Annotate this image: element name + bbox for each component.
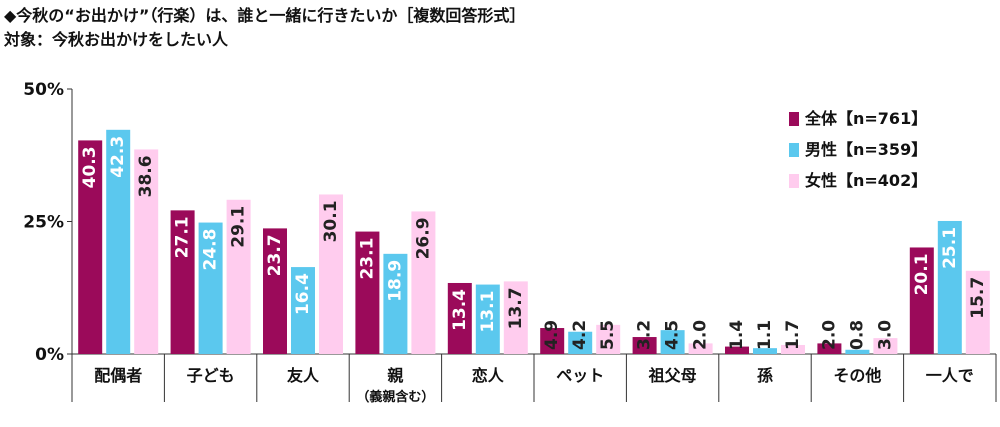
data-label: 42.3 [108, 136, 128, 178]
legend-swatch-male [789, 142, 799, 157]
bar [632, 337, 657, 354]
data-label: 23.1 [357, 238, 377, 280]
data-label: 4.2 [570, 320, 590, 350]
bar [909, 247, 934, 354]
legend-item-male: 男性【n=359】 [789, 134, 927, 165]
bar [817, 343, 842, 354]
bar [475, 284, 500, 354]
x-tick-sublabel: （義親含む） [356, 389, 434, 405]
bar [725, 346, 749, 354]
bar [263, 228, 287, 354]
bar [688, 343, 713, 354]
data-label: 5.5 [598, 320, 618, 350]
bar [660, 330, 685, 354]
data-label: 4.5 [663, 320, 683, 350]
bar [845, 349, 870, 354]
x-tick-label: 子ども [187, 366, 235, 385]
data-label: 4.9 [542, 320, 562, 350]
bar [965, 270, 990, 354]
bar [540, 328, 565, 354]
legend-swatch-all [789, 111, 799, 126]
bar [568, 331, 593, 354]
data-label: 25.1 [940, 227, 960, 269]
bar [78, 140, 103, 354]
bar [781, 344, 805, 354]
data-label: 13.4 [450, 289, 470, 331]
data-label: 29.1 [229, 206, 249, 248]
data-label: 30.1 [321, 200, 341, 242]
data-label: 24.8 [201, 229, 221, 271]
bar [355, 231, 380, 354]
y-tick-label: 25% [23, 213, 64, 233]
bar [106, 129, 131, 354]
data-label: 1.1 [755, 320, 775, 350]
bar [291, 267, 315, 354]
data-label: 40.3 [80, 146, 100, 188]
data-label: 1.7 [783, 320, 803, 350]
data-label: 38.6 [136, 155, 156, 197]
legend-item-all: 全体【n=761】 [789, 103, 927, 134]
legend-swatch-female [789, 173, 799, 188]
x-tick-label: 孫 [757, 366, 773, 385]
x-tick-label: 友人 [287, 366, 320, 385]
data-label: 2.0 [819, 320, 839, 350]
x-tick-label: その他 [833, 366, 881, 385]
data-label: 2.0 [691, 320, 711, 350]
x-tick-label: 祖父母 [648, 366, 697, 385]
bar [198, 222, 223, 354]
chart-title: ◆今秋の“お出かけ”（行楽）は、誰と一緒に行きたいか［複数回答形式］ [4, 6, 526, 25]
data-label: 0.8 [847, 320, 867, 350]
x-tick-label: 恋人 [472, 366, 505, 385]
x-tick-label: 一人で [926, 366, 974, 385]
data-label: 27.1 [173, 216, 193, 258]
bar [134, 149, 159, 354]
data-label: 13.1 [478, 291, 498, 333]
legend: 全体【n=761】 男性【n=359】 女性【n=402】 [789, 103, 927, 196]
x-tick-label: ペット [556, 366, 604, 385]
chart-subtitle: 対象：今秋お出かけをしたい人 [4, 30, 229, 49]
data-label: 15.7 [968, 277, 988, 319]
data-label: 26.9 [413, 217, 433, 259]
bar [753, 348, 777, 354]
legend-label-all: 全体【n=761】 [805, 109, 928, 128]
x-tick-label: 配偶者 [94, 366, 142, 385]
bar [503, 281, 528, 354]
bar [383, 253, 408, 354]
bar [319, 194, 343, 354]
bar [447, 282, 472, 354]
legend-label-male: 男性【n=359】 [805, 140, 928, 159]
data-label: 16.4 [293, 273, 313, 315]
bar [937, 220, 962, 354]
data-label: 18.9 [385, 260, 405, 302]
legend-label-female: 女性【n=402】 [805, 171, 928, 190]
bar [873, 338, 898, 354]
data-label: 13.7 [506, 287, 526, 329]
x-tick-label: 親 [387, 366, 403, 385]
data-label: 1.4 [727, 320, 747, 350]
bar [170, 210, 195, 354]
y-tick-label: 0% [35, 345, 64, 365]
bar [596, 324, 621, 354]
data-label: 20.1 [912, 253, 932, 295]
bar [411, 211, 436, 354]
data-label: 3.0 [875, 320, 895, 350]
bar [226, 199, 251, 354]
data-label: 23.7 [265, 234, 285, 276]
y-tick-label: 50% [23, 80, 64, 100]
legend-item-female: 女性【n=402】 [789, 165, 927, 196]
data-label: 3.2 [635, 320, 655, 350]
